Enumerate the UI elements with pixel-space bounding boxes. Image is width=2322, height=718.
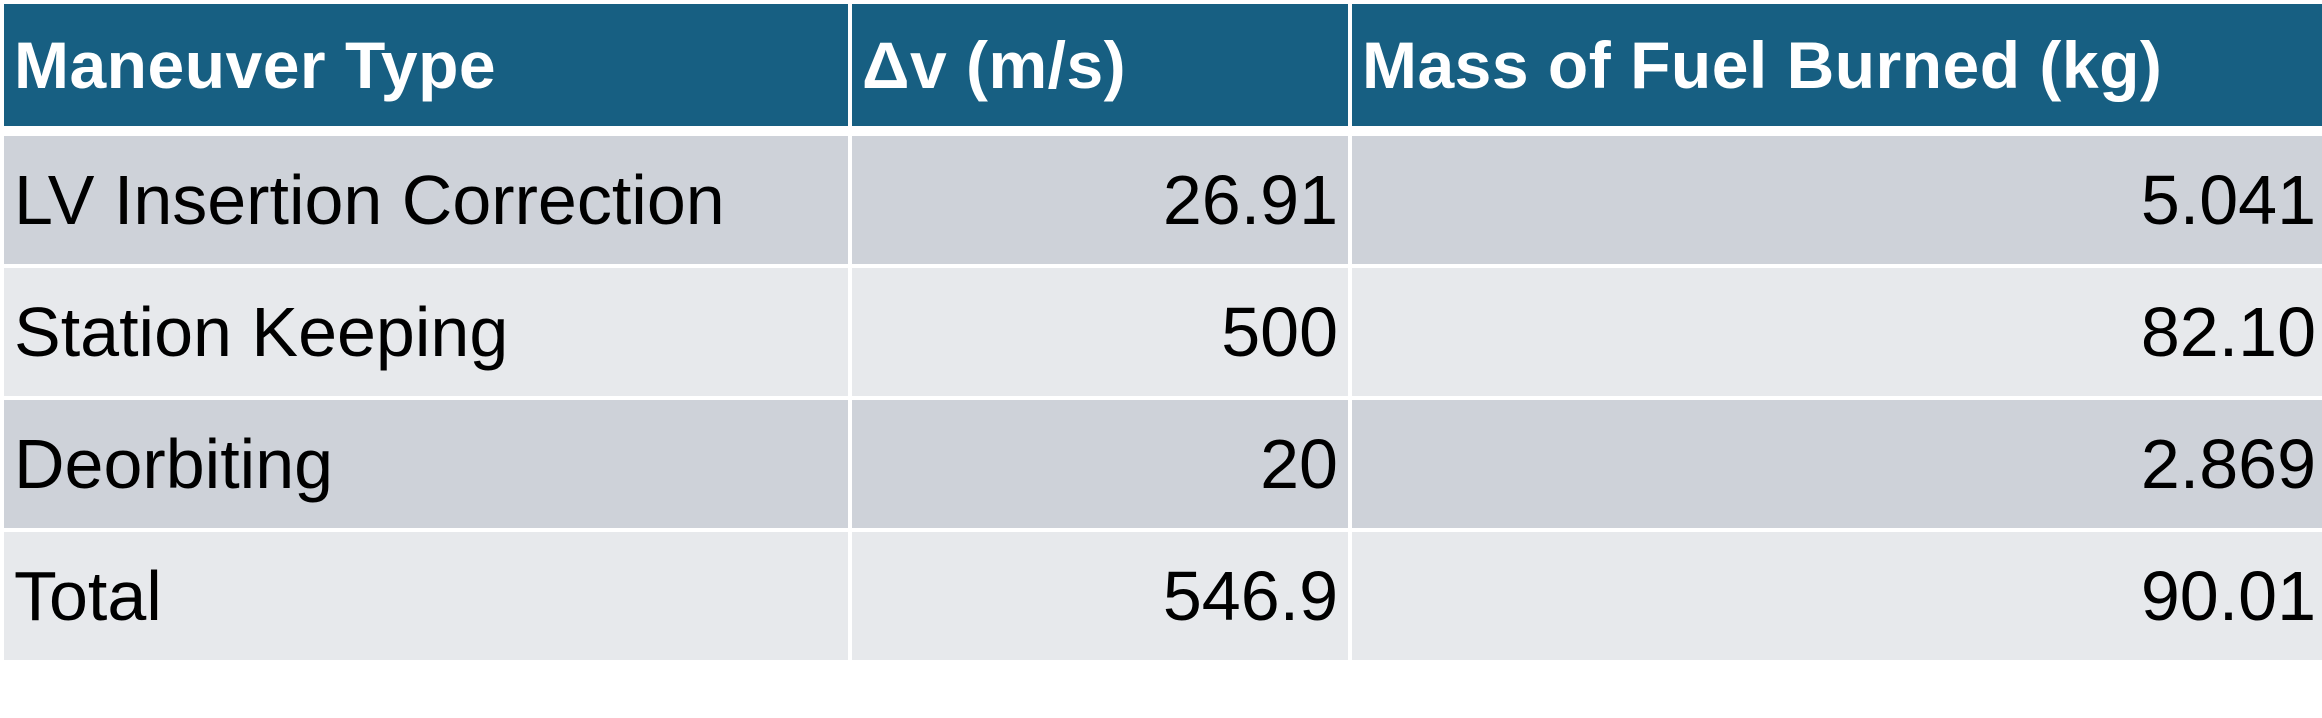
cell-fuel-mass: 82.10: [1352, 268, 2322, 396]
cell-delta-v: 500: [852, 268, 1348, 396]
header-maneuver-type: Maneuver Type: [4, 4, 848, 132]
cell-maneuver-type: LV Insertion Correction: [4, 136, 848, 264]
cell-fuel-mass: 5.041: [1352, 136, 2322, 264]
cell-maneuver-type: Deorbiting: [4, 400, 848, 528]
table-header-row: Maneuver Type Δv (m/s) Mass of Fuel Burn…: [4, 4, 2322, 132]
table-row: Station Keeping 500 82.10: [4, 268, 2322, 396]
cell-delta-v: 546.9: [852, 532, 1348, 660]
cell-maneuver-type: Station Keeping: [4, 268, 848, 396]
table-row-total: Total 546.9 90.01: [4, 532, 2322, 660]
cell-delta-v: 26.91: [852, 136, 1348, 264]
cell-fuel-mass: 90.01: [1352, 532, 2322, 660]
table-row: Deorbiting 20 2.869: [4, 400, 2322, 528]
table-row: LV Insertion Correction 26.91 5.041: [4, 136, 2322, 264]
header-delta-v: Δv (m/s): [852, 4, 1348, 132]
header-fuel-mass: Mass of Fuel Burned (kg): [1352, 4, 2322, 132]
cell-maneuver-type: Total: [4, 532, 848, 660]
maneuver-table-container: Maneuver Type Δv (m/s) Mass of Fuel Burn…: [4, 4, 2322, 660]
cell-fuel-mass: 2.869: [1352, 400, 2322, 528]
maneuver-fuel-table: Maneuver Type Δv (m/s) Mass of Fuel Burn…: [4, 4, 2322, 660]
cell-delta-v: 20: [852, 400, 1348, 528]
